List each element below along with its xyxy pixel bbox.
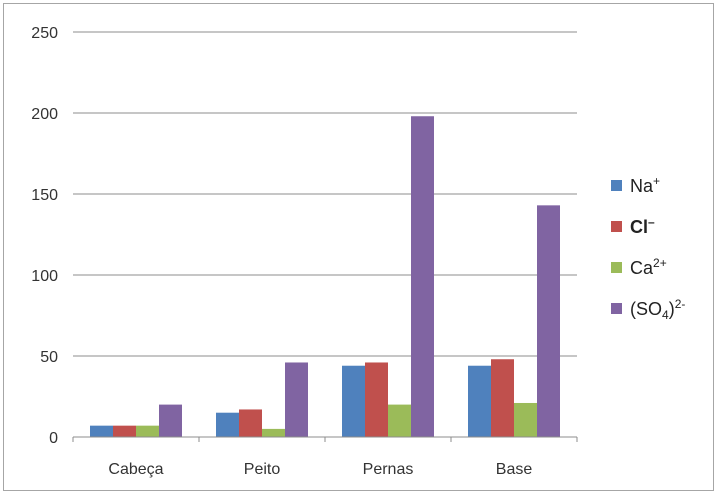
bar xyxy=(239,409,262,437)
bar xyxy=(491,359,514,437)
bar xyxy=(468,365,491,437)
bar xyxy=(159,404,182,437)
y-tick-label: 0 xyxy=(49,430,58,447)
legend-label: Na+ xyxy=(630,174,660,196)
y-tick-label: 250 xyxy=(31,25,58,42)
legend-label: Ca2+ xyxy=(630,256,667,278)
bar xyxy=(342,365,365,437)
legend: Na+ Cl– Ca2+ (SO4)2- xyxy=(611,174,685,322)
bar xyxy=(514,402,537,437)
y-tick-label: 50 xyxy=(40,349,58,366)
x-tick-label: Pernas xyxy=(363,461,414,478)
bar xyxy=(388,404,411,437)
bar xyxy=(285,362,308,437)
legend-label: (SO4)2- xyxy=(630,297,685,322)
bar xyxy=(262,428,285,437)
y-tick-label: 150 xyxy=(31,187,58,204)
y-axis-ticks: 0 50 100 150 200 250 xyxy=(31,25,58,447)
legend-swatch xyxy=(611,180,622,191)
legend-swatch xyxy=(611,221,622,232)
bar xyxy=(90,425,113,437)
bar xyxy=(136,425,159,437)
bar xyxy=(113,425,136,437)
x-tick-label: Peito xyxy=(244,461,281,478)
y-tick-label: 200 xyxy=(31,106,58,123)
bar xyxy=(365,362,388,437)
x-tick-label: Base xyxy=(496,461,533,478)
bars xyxy=(90,116,560,438)
bar xyxy=(411,116,434,438)
legend-label: Cl– xyxy=(630,215,655,237)
legend-swatch xyxy=(611,262,622,273)
legend-swatch xyxy=(611,303,622,314)
bar xyxy=(537,205,560,437)
gridlines xyxy=(73,31,577,357)
x-axis-categories: Cabeça Peito Pernas Base xyxy=(108,461,532,478)
x-axis xyxy=(72,436,578,442)
x-tick-label: Cabeça xyxy=(108,461,163,478)
y-tick-label: 100 xyxy=(31,268,58,285)
bar xyxy=(216,412,239,437)
